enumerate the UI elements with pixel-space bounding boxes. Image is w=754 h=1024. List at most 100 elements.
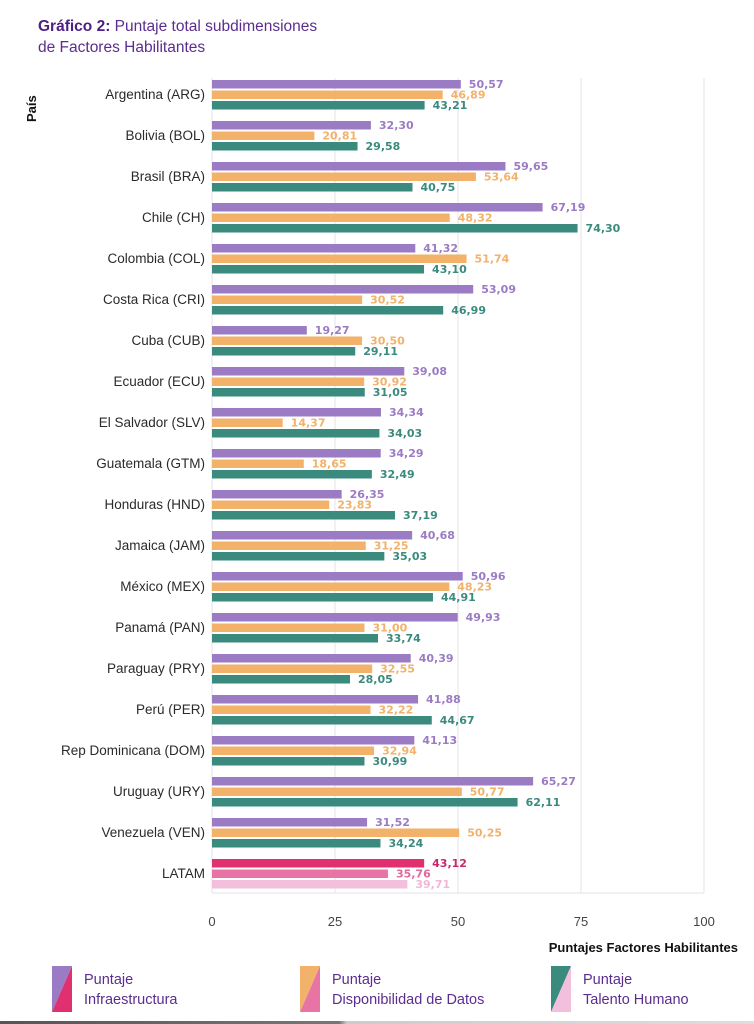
data-label: 31,05 bbox=[373, 386, 408, 399]
bar-talento bbox=[212, 429, 380, 438]
data-label: 32,94 bbox=[382, 745, 417, 758]
bar-talento bbox=[212, 347, 356, 356]
bar-infraestructura bbox=[212, 572, 463, 581]
bar-datos bbox=[212, 172, 476, 181]
data-label: 35,76 bbox=[396, 868, 431, 881]
category-label: Brasil (BRA) bbox=[131, 169, 205, 184]
bar-talento bbox=[212, 142, 358, 151]
legend-label-line2: Disponibilidad de Datos bbox=[332, 992, 485, 1008]
bar-infraestructura bbox=[212, 654, 411, 663]
bar-talento bbox=[212, 880, 408, 889]
category-label: El Salvador (SLV) bbox=[99, 415, 205, 430]
legend-swatch-infraestructura bbox=[52, 966, 72, 1012]
bar-infraestructura bbox=[212, 736, 415, 745]
data-label: 50,96 bbox=[471, 570, 506, 583]
data-label: 44,67 bbox=[440, 714, 475, 727]
bar-datos bbox=[212, 377, 365, 386]
legend-label-line2: Infraestructura bbox=[84, 992, 178, 1008]
category-label: Rep Dominicana (DOM) bbox=[61, 743, 205, 758]
category-label: Ecuador (ECU) bbox=[113, 374, 205, 389]
category-label: Paraguay (PRY) bbox=[107, 661, 205, 676]
data-label: 31,25 bbox=[374, 540, 409, 553]
data-label: 30,92 bbox=[372, 376, 407, 389]
bar-infraestructura bbox=[212, 777, 534, 786]
bar-infraestructura bbox=[212, 695, 419, 704]
data-label: 29,58 bbox=[366, 140, 401, 153]
chart-title-bold: Gráfico 2: bbox=[38, 18, 111, 35]
data-label: 48,23 bbox=[457, 581, 492, 594]
data-label: 62,11 bbox=[526, 796, 561, 809]
chart-title: Gráfico 2: Puntaje total subdimensiones … bbox=[38, 16, 317, 58]
category-label: Perú (PER) bbox=[136, 702, 205, 717]
category-label: Guatemala (GTM) bbox=[96, 456, 205, 471]
bar-talento bbox=[212, 757, 365, 766]
bar-talento bbox=[212, 593, 433, 602]
data-label: 32,22 bbox=[379, 704, 414, 717]
bar-infraestructura bbox=[212, 80, 461, 89]
data-label: 34,03 bbox=[387, 427, 422, 440]
bar-infraestructura bbox=[212, 818, 368, 827]
data-label: 39,08 bbox=[412, 365, 447, 378]
bar-infraestructura bbox=[212, 162, 506, 171]
category-label: Jamaica (JAM) bbox=[115, 538, 205, 553]
bar-datos bbox=[212, 705, 371, 714]
bar-datos bbox=[212, 500, 330, 509]
legend-label-line1: Puntaje bbox=[332, 972, 382, 988]
bar-datos bbox=[212, 541, 366, 550]
x-tick-label: 100 bbox=[693, 914, 715, 929]
data-label: 41,13 bbox=[422, 734, 457, 747]
data-label: 28,05 bbox=[358, 673, 393, 686]
bar-datos bbox=[212, 828, 460, 837]
category-label: Costa Rica (CRI) bbox=[103, 292, 205, 307]
data-label: 40,39 bbox=[419, 652, 454, 665]
chart-title-line1: Puntaje total subdimensiones bbox=[114, 18, 318, 35]
bar-chart: 0 25 50 75 100 Argentina (ARG) 50,5746,8943,21… bbox=[61, 78, 715, 929]
legend-swatch-datos bbox=[300, 966, 320, 1012]
data-label: 43,10 bbox=[432, 263, 467, 276]
legend-label-line2: Talento Humano bbox=[583, 992, 689, 1008]
data-label: 49,93 bbox=[466, 611, 501, 624]
data-label: 53,64 bbox=[484, 171, 519, 184]
data-label: 74,30 bbox=[586, 222, 621, 235]
bar-infraestructura bbox=[212, 285, 474, 294]
bar-datos bbox=[212, 623, 365, 632]
legend-swatch-talento bbox=[551, 966, 571, 1012]
bar-talento bbox=[212, 306, 444, 315]
bar-infraestructura bbox=[212, 367, 405, 376]
data-label: 59,65 bbox=[513, 160, 548, 173]
data-label: 43,21 bbox=[433, 99, 468, 112]
data-label: 14,37 bbox=[291, 417, 326, 430]
x-tick-label: 75 bbox=[574, 914, 588, 929]
data-label: 53,09 bbox=[481, 283, 516, 296]
data-label: 31,52 bbox=[375, 816, 410, 829]
data-label: 67,19 bbox=[551, 201, 586, 214]
data-label: 39,71 bbox=[415, 878, 450, 891]
category-label: Cuba (CUB) bbox=[131, 333, 205, 348]
bar-datos bbox=[212, 664, 373, 673]
legend-item-talento: Puntaje Talento Humano bbox=[551, 966, 741, 1012]
bar-talento bbox=[212, 183, 413, 192]
data-label: 20,81 bbox=[322, 130, 357, 143]
data-label: 29,11 bbox=[363, 345, 398, 358]
bar-datos bbox=[212, 869, 388, 878]
bar-infraestructura bbox=[212, 244, 416, 253]
data-label: 19,27 bbox=[315, 324, 350, 337]
bar-infraestructura bbox=[212, 490, 342, 499]
bar-datos bbox=[212, 254, 467, 263]
bar-datos bbox=[212, 213, 450, 222]
x-axis-title: Puntajes Factores Habilitantes bbox=[548, 940, 738, 955]
data-label: 33,74 bbox=[386, 632, 421, 645]
data-label: 50,57 bbox=[469, 78, 504, 91]
bar-talento bbox=[212, 470, 372, 479]
x-tick-label: 25 bbox=[328, 914, 342, 929]
data-label: 65,27 bbox=[541, 775, 576, 788]
data-label: 40,75 bbox=[420, 181, 455, 194]
bar-datos bbox=[212, 131, 315, 140]
bar-datos bbox=[212, 582, 450, 591]
data-label: 48,32 bbox=[458, 212, 493, 225]
data-label: 18,65 bbox=[312, 458, 347, 471]
data-label: 32,30 bbox=[379, 119, 414, 132]
legend-item-datos: Puntaje Disponibilidad de Datos bbox=[300, 966, 530, 1012]
bar-datos bbox=[212, 787, 462, 796]
bar-infraestructura bbox=[212, 326, 307, 335]
